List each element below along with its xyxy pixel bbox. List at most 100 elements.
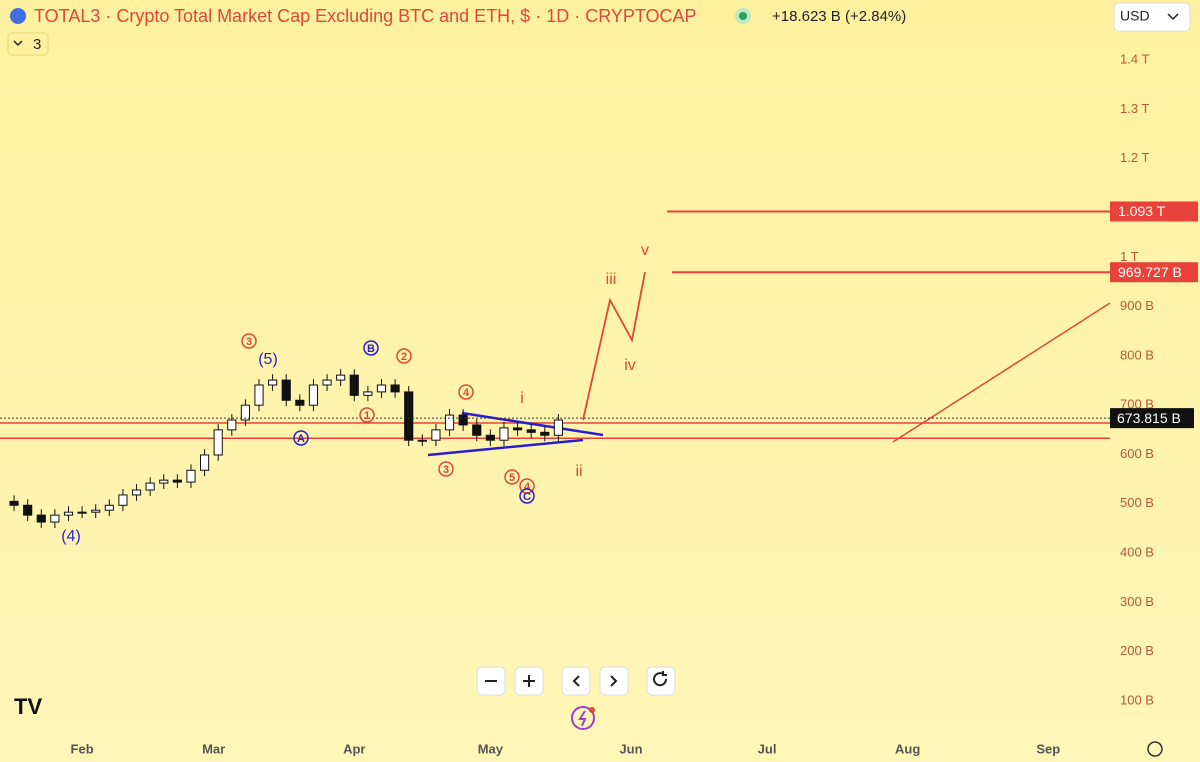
candle-body xyxy=(281,379,291,401)
candle-body xyxy=(444,414,455,431)
x-tick-label: Aug xyxy=(895,741,920,756)
wave-label: iv xyxy=(624,357,636,374)
wave-label: (4) xyxy=(61,528,81,545)
candle-body xyxy=(199,454,210,471)
candle-body xyxy=(499,427,509,441)
candle-body xyxy=(240,404,250,421)
current-price-label: 673.815 B xyxy=(1117,410,1181,426)
candle-body xyxy=(458,414,468,426)
y-tick-label: 600 B xyxy=(1120,446,1154,461)
candle-body xyxy=(159,479,169,484)
candle-body xyxy=(431,429,441,441)
candle-body xyxy=(376,384,387,393)
right-icon xyxy=(610,675,618,687)
candle-body xyxy=(295,399,305,406)
candle-body xyxy=(485,434,495,441)
y-tick-label: 900 B xyxy=(1120,298,1154,313)
wave-label: v xyxy=(641,242,649,259)
wave-label: A xyxy=(297,433,305,445)
wave-label: C xyxy=(523,491,531,503)
triangle-upper xyxy=(461,411,604,437)
wave-label: 4 xyxy=(524,481,531,493)
price-label-box xyxy=(1110,201,1198,222)
y-tick-label: 200 B xyxy=(1120,643,1154,658)
wave-label: (5) xyxy=(258,351,278,368)
wave-label: ii xyxy=(575,463,582,480)
candle-body xyxy=(213,429,223,456)
candle-body xyxy=(472,424,482,436)
candle-body xyxy=(23,504,33,516)
scroll-right-button[interactable] xyxy=(599,666,629,696)
x-tick-label: May xyxy=(478,741,504,756)
wave-label: iii xyxy=(606,271,617,288)
wave-label: 2 xyxy=(401,351,407,363)
candle-body xyxy=(77,511,87,514)
wave-circle xyxy=(293,430,309,446)
y-tick-label: 1.3 T xyxy=(1120,101,1149,116)
wave-circle xyxy=(519,488,535,504)
candle-body xyxy=(50,514,60,523)
price-change: +18.623 B (+2.84%) xyxy=(772,8,906,25)
wave-circle xyxy=(519,478,535,494)
y-tick-label: 500 B xyxy=(1120,495,1154,510)
x-tick-label: Apr xyxy=(343,741,365,756)
triangle-lower xyxy=(427,438,584,457)
drawings-count: 3 xyxy=(33,36,41,53)
y-tick-label: 1.2 T xyxy=(1120,150,1149,165)
drawings-toggle[interactable] xyxy=(7,32,49,56)
price-label-box xyxy=(1110,262,1198,283)
candle-body xyxy=(404,391,414,441)
y-tick-label: 800 B xyxy=(1120,347,1154,362)
wave-circle xyxy=(438,461,454,477)
wave-label: 3 xyxy=(246,336,252,348)
candle-body xyxy=(131,489,142,496)
x-tick-label: Jul xyxy=(758,741,777,756)
alert-button[interactable] xyxy=(571,706,595,730)
alert-dot xyxy=(589,707,595,713)
candle-body xyxy=(145,482,155,491)
wave-circle xyxy=(396,348,412,364)
scroll-left-button[interactable] xyxy=(561,666,591,696)
reset-button[interactable] xyxy=(646,666,676,696)
wave-label: i xyxy=(520,390,524,407)
wave-label: 5 xyxy=(509,472,515,484)
y-tick-label: 300 B xyxy=(1120,594,1154,609)
candle-body xyxy=(336,374,346,381)
chart-title: TOTAL3 · Crypto Total Market Cap Excludi… xyxy=(34,6,697,26)
candle-body xyxy=(390,384,400,393)
left-icon xyxy=(572,675,580,687)
currency-label: USD xyxy=(1120,8,1150,24)
currency-select[interactable] xyxy=(1113,2,1191,32)
wave-circle xyxy=(241,333,257,349)
settings-button[interactable] xyxy=(1147,741,1163,757)
candle-body xyxy=(118,494,128,506)
y-tick-label: 700 B xyxy=(1120,397,1154,412)
candle-body xyxy=(186,469,196,483)
x-tick-label: Sep xyxy=(1036,741,1060,756)
y-tick-label: 1.4 T xyxy=(1120,52,1149,67)
toggle-arrow xyxy=(13,40,23,47)
candle-body xyxy=(9,500,19,506)
trend-line xyxy=(892,302,1111,443)
candle-body xyxy=(308,384,319,406)
candle-body xyxy=(268,379,278,386)
candle-body xyxy=(254,384,264,406)
x-tick-label: Mar xyxy=(202,741,225,756)
wave-label: 1 xyxy=(364,410,370,422)
current-price-box xyxy=(1110,408,1194,429)
status-dot xyxy=(739,12,747,20)
wave-label: 4 xyxy=(463,387,470,399)
reset-icon xyxy=(653,671,668,687)
bolt-icon xyxy=(578,710,587,727)
wave-circle xyxy=(363,340,379,356)
candle-body xyxy=(540,431,550,436)
symbol-icon xyxy=(10,8,26,24)
wave-label: 3 xyxy=(443,464,449,476)
candle-body xyxy=(363,391,373,396)
candle-body xyxy=(227,419,237,431)
plus-icon xyxy=(523,675,535,687)
x-tick-label: Feb xyxy=(71,741,94,756)
candle-body xyxy=(512,427,523,431)
y-tick-label: 100 B xyxy=(1120,692,1154,707)
